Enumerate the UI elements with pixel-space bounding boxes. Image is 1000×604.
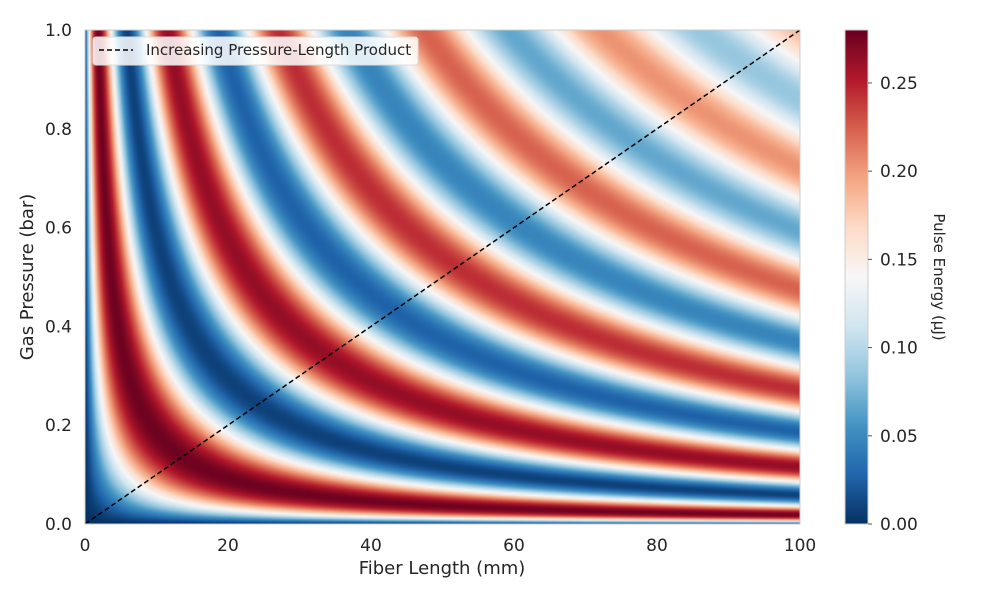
colorbar-tick-label: 0.15: [880, 250, 918, 270]
legend-box: [92, 36, 419, 66]
x-tick-label: 100: [784, 536, 816, 556]
series-line-0: [85, 30, 800, 524]
colorbar: [845, 30, 868, 524]
x-tick-label: 40: [360, 536, 382, 556]
colorbar-ticks: 0.00 0.05 0.10 0.15 0.20 0.25: [868, 74, 918, 535]
x-tick-label: 80: [646, 536, 668, 556]
y-tick-label: 0.2: [45, 416, 72, 436]
legend: Increasing Pressure-Length Product: [92, 36, 419, 66]
colorbar-tick-label: 0.10: [880, 339, 918, 359]
y-axis-label: Gas Pressure (bar): [17, 194, 38, 361]
colorbar-tick-label: 0.25: [880, 74, 918, 94]
y-tick-label: 0.8: [45, 120, 72, 140]
series-layer: [85, 30, 800, 524]
colorbar-frame: [844, 29, 869, 525]
y-axis-ticks: 0.0 0.2 0.4 0.6 0.8 1.0: [45, 21, 72, 535]
x-axis-label: Fiber Length (mm): [359, 558, 526, 579]
colorbar-tick-label: 0.20: [880, 162, 918, 182]
colorbar-tick-label: 0.05: [880, 427, 918, 447]
legend-entry-label: Increasing Pressure-Length Product: [146, 41, 411, 59]
plot-frame: [84, 29, 801, 525]
y-tick-label: 0.0: [45, 515, 72, 535]
y-tick-label: 1.0: [45, 21, 72, 41]
x-tick-label: 0: [80, 536, 91, 556]
x-tick-label: 20: [217, 536, 239, 556]
y-tick-label: 0.4: [45, 317, 72, 337]
colorbar-tick-label: 0.00: [880, 515, 918, 535]
x-tick-label: 60: [503, 536, 525, 556]
x-axis-ticks: 0 20 40 60 80 100: [80, 536, 817, 556]
colorbar-label: Pulse Energy (μJ): [930, 213, 948, 340]
y-tick-label: 0.6: [45, 219, 72, 239]
